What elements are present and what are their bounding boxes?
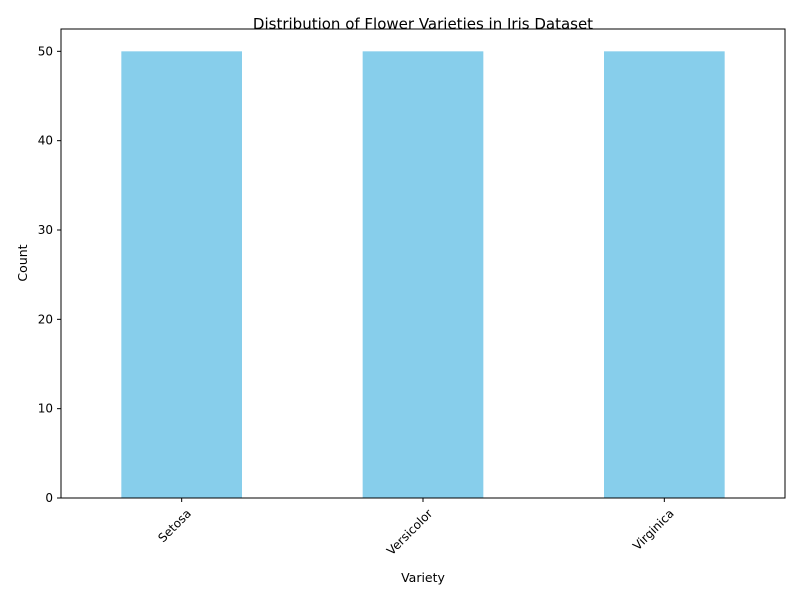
bar-setosa bbox=[121, 51, 242, 498]
y-tick-label: 20 bbox=[38, 312, 53, 326]
bar-virginica bbox=[604, 51, 725, 498]
y-tick-label: 40 bbox=[38, 134, 53, 148]
bars-group bbox=[121, 51, 725, 498]
bar-versicolor bbox=[362, 51, 484, 498]
y-axis-label: Count bbox=[15, 244, 30, 281]
y-tick-label: 0 bbox=[45, 491, 53, 505]
chart-title: Distribution of Flower Varieties in Iris… bbox=[253, 15, 593, 33]
y-tick-label: 30 bbox=[38, 223, 53, 237]
y-tick-label: 10 bbox=[38, 402, 53, 416]
plot-frame bbox=[60, 28, 786, 499]
y-tick-label: 50 bbox=[38, 44, 53, 58]
x-axis-label: Variety bbox=[401, 570, 445, 585]
y-axis-ticks: 0 10 20 30 40 50 bbox=[38, 44, 61, 505]
